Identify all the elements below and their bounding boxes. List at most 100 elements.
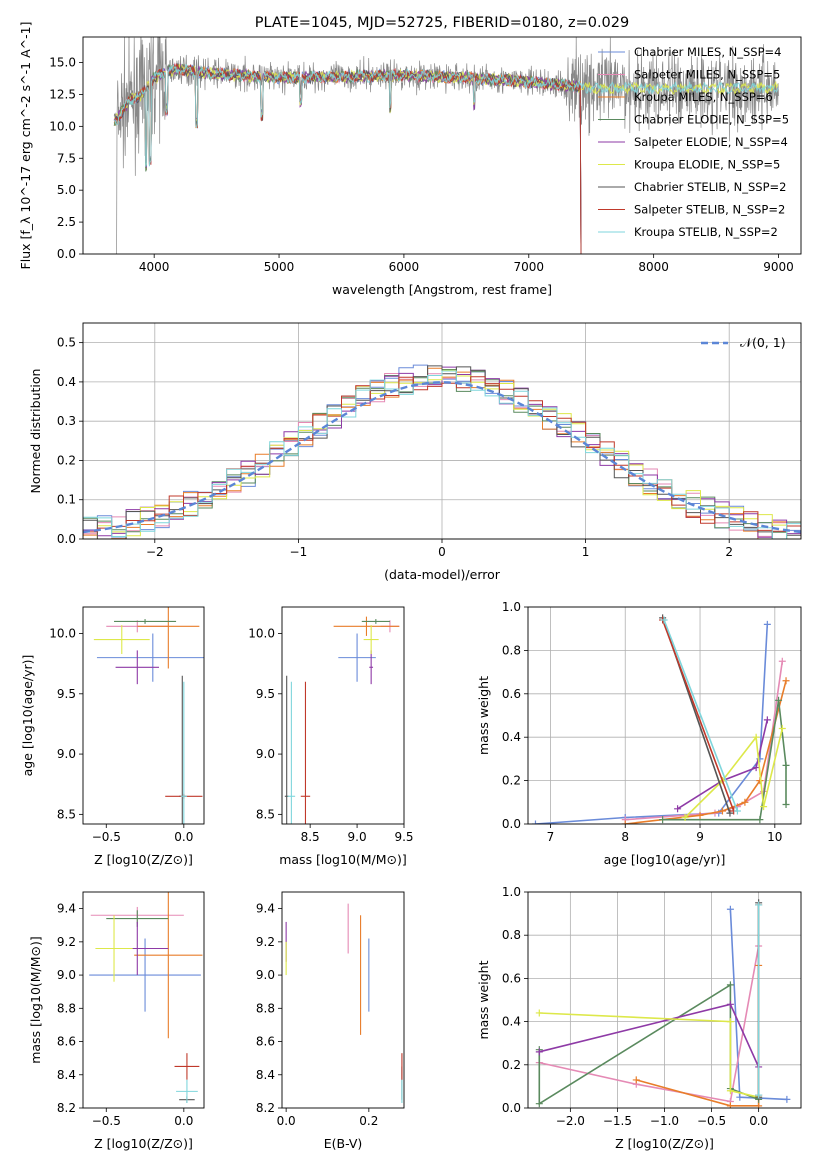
y-tick-label: 8.4 [57,1068,76,1082]
y-tick-label: 9.0 [57,747,76,761]
age-vs-mass-axes: 8.5 9.0 9.5 8.5 9.0 9.5 10.0 [248,627,413,844]
legend-label: Chabrier MILES, N_SSP=4 [634,45,781,59]
series-line [625,680,787,824]
x-tick-label: −1 [290,545,308,559]
weight-vs-z-lines [535,899,791,1108]
x-tick-label: 0.0 [749,1114,768,1128]
y-tick-label: 0.4 [502,730,521,744]
legend-label: Chabrier ELODIE, N_SSP=5 [634,113,789,127]
x-tick-label: 0 [438,545,446,559]
point-marker [752,764,760,772]
x-tick-label: 9.0 [348,830,367,844]
x-tick-label: 9 [696,830,704,844]
y-tick-label: 0.0 [57,532,76,546]
point-marker [782,800,790,808]
weight-vs-z-axes: −2.0 −1.5 −1.0 −0.5 0.0 0.0 0.2 0.4 0.6 0.8 1.0 [502,885,801,1128]
point-marker [535,1009,543,1017]
y-tick-label: 9.5 [57,687,76,701]
model-line [113,63,582,254]
y-tick-label: 8.2 [256,1101,275,1115]
y-tick-label: 10.0 [49,627,76,641]
model-line [113,63,582,254]
x-tick-label: 0.0 [174,830,193,844]
x-tick-label: 8.5 [301,830,320,844]
point-marker [782,761,790,769]
y-tick-label: 5.0 [57,183,76,197]
mass-vs-z-errorbars [89,892,203,1104]
y-tick-label: 9.2 [256,935,275,949]
x-tick-label: 8000 [638,260,669,274]
y-tick-label: 0.5 [57,336,76,350]
point-marker [755,1091,763,1099]
model-line [113,63,582,254]
y-tick-label: 0.2 [502,774,521,788]
model-line [114,63,582,254]
y-axis-label: Flux [f_λ 10^-17 erg cm^-2 s^-1 A^-1] [18,22,33,270]
point-marker [756,816,764,824]
point-marker [733,807,741,815]
axes-frame [527,606,802,825]
axes-frame [82,36,802,255]
point-marker [741,798,749,806]
mass-vs-ebv-errorbars [285,903,403,1104]
age-vs-z-axes: −0.5 0.0 8.5 9.0 9.5 10.0 [49,627,193,844]
x-tick-label: 5000 [264,260,295,274]
y-tick-label: 1.0 [502,600,521,614]
y-tick-label: 0.0 [502,817,521,831]
point-marker [783,1095,791,1103]
axes-frame [527,891,802,1109]
mass-vs-ebv-axes: 0.0 0.2 8.2 8.4 8.6 8.8 9.0 9.2 9.4 [256,902,378,1128]
y-tick-label: 9.0 [57,968,76,982]
x-tick-label: 0.2 [359,1114,378,1128]
spectrum-legend: Chabrier MILES, N_SSP=4 Salpeter MILES, N… [598,45,789,239]
legend-label: Chabrier STELIB, N_SSP=2 [634,180,786,194]
point-marker [660,616,668,624]
point-marker [726,905,734,913]
residual-legend: 𝒩(0, 1) [701,335,786,350]
x-tick-label: 8 [621,830,629,844]
x-tick-label: 7 [547,830,555,844]
y-tick-label: 8.6 [256,1035,275,1049]
legend-label: Kroupa STELIB, N_SSP=2 [634,225,778,239]
point-marker [782,677,790,685]
point-marker [659,816,667,824]
y-tick-label: 8.4 [256,1068,275,1082]
point-marker [726,1102,734,1108]
x-tick-label: −1.5 [603,1114,632,1128]
y-tick-label: 9.0 [256,747,275,761]
age-vs-z-errorbars [93,607,204,824]
axes-frame [82,606,205,825]
y-tick-label: 9.5 [256,687,275,701]
point-marker [726,981,734,989]
y-tick-label: 0.0 [502,1101,521,1115]
y-tick-label: 0.2 [502,1058,521,1072]
y-tick-label: 0.4 [502,1015,521,1029]
weight-vs-age-axes: 7 8 9 10 0.0 0.2 0.4 0.6 0.8 1.0 [502,600,801,844]
series-line [625,661,784,821]
y-tick-label: 8.8 [256,1001,275,1015]
point-marker [718,807,726,815]
model-line [113,62,582,254]
point-marker [726,1018,734,1026]
point-marker [621,820,629,824]
axes-frame [281,606,405,825]
point-marker [763,620,771,628]
y-tick-label: 0.6 [502,687,521,701]
point-marker [696,811,704,819]
x-tick-label: −0.5 [92,1114,121,1128]
x-tick-label: 1 [582,545,590,559]
point-marker [535,1048,543,1056]
series-line [677,719,769,810]
y-axis-label: age [log10(age/yr)] [20,655,35,777]
y-tick-label: 7.5 [57,151,76,165]
y-tick-label: 9.0 [256,968,275,982]
residuals-axes: −2 −1 0 1 2 0.0 0.1 0.2 0.3 0.4 0.5 [57,323,801,559]
x-tick-label: 6000 [389,260,420,274]
residual-plot [83,364,801,539]
axes-frame [281,891,405,1109]
y-axis-label: mass weight [476,960,491,1039]
x-axis-label: (data-model)/error [384,567,501,582]
y-tick-label: 10.0 [49,119,76,133]
axes-frame [82,891,205,1109]
